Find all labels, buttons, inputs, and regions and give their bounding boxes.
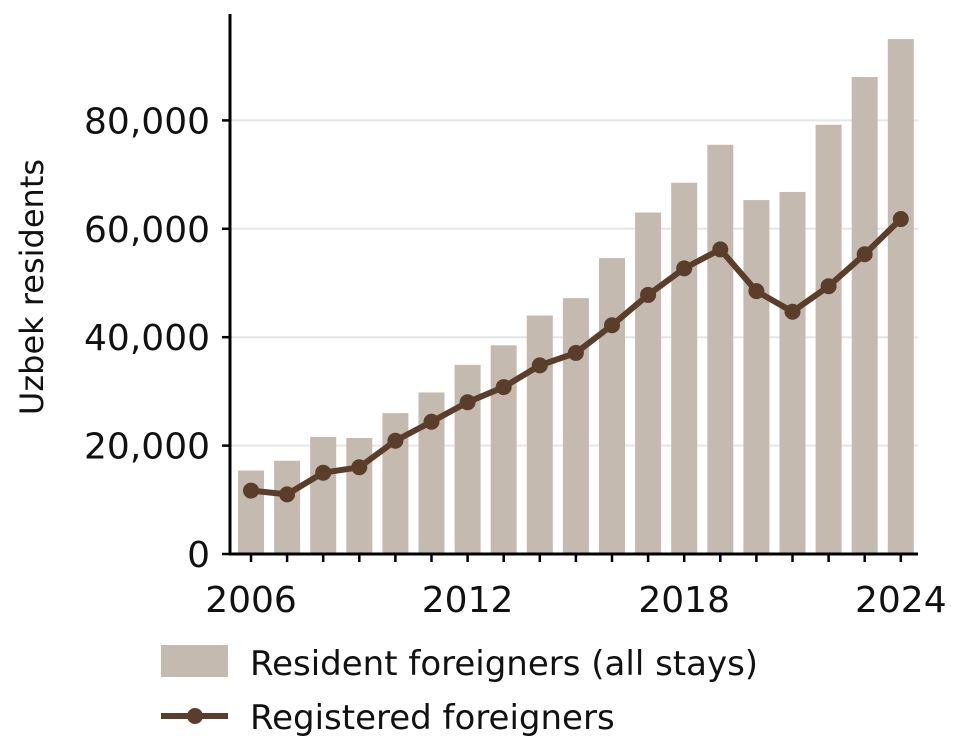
line-point-2021	[784, 303, 801, 320]
line-point-2019	[712, 241, 729, 258]
y-tick-label-20000: 20,000	[84, 427, 210, 468]
bar-2009	[346, 438, 373, 554]
bar-2017	[635, 212, 662, 555]
y-axis-ticks: 0 20,000 40,000 60,000 80,000	[84, 101, 230, 576]
y-tick-label-40000: 40,000	[84, 318, 210, 359]
bar-2020	[743, 200, 770, 554]
bar-2016	[599, 258, 625, 554]
legend-marker-registered-foreigners	[187, 708, 203, 724]
line-point-2014	[531, 357, 548, 374]
y-tick-label-60000: 60,000	[84, 210, 210, 251]
line-point-2011	[423, 413, 440, 430]
line-point-2020	[748, 283, 765, 300]
bar-2019	[707, 144, 734, 555]
bar-2024	[887, 39, 914, 555]
bar-2014	[526, 315, 553, 554]
line-point-2023	[856, 246, 873, 263]
axes	[228, 14, 918, 556]
bar-2008	[310, 436, 337, 554]
line-point-2015	[567, 344, 584, 361]
bar-series-resident-foreigners	[238, 39, 914, 555]
line-point-2013	[495, 379, 512, 396]
line-point-2008	[315, 464, 332, 481]
bar-2015	[562, 298, 589, 554]
bar-2022	[815, 124, 842, 555]
bar-2012	[454, 364, 481, 554]
line-point-2018	[676, 260, 693, 277]
y-tick-label-80000: 80,000	[84, 101, 210, 142]
legend-swatch-resident-foreigners	[161, 645, 228, 677]
line-point-2012	[459, 394, 476, 411]
line-point-2022	[820, 278, 837, 295]
y-tick-label-0: 0	[187, 535, 210, 576]
x-tick-label-2018: 2018	[638, 580, 730, 621]
line-point-2024	[892, 211, 909, 228]
x-tick-label-2006: 2006	[205, 580, 297, 621]
bar-2018	[671, 182, 698, 555]
bar-2021	[779, 191, 806, 554]
line-point-2016	[604, 317, 620, 334]
line-point-2007	[279, 486, 296, 503]
line-point-2010	[387, 432, 404, 449]
legend: Resident foreigners (all stays) Register…	[161, 644, 758, 738]
bar-2007	[274, 460, 301, 554]
legend-label-registered-foreigners: Registered foreigners	[250, 698, 615, 738]
legend-label-resident-foreigners: Resident foreigners (all stays)	[250, 644, 758, 684]
line-point-2006	[243, 482, 259, 499]
bar-2013	[490, 345, 517, 554]
x-tick-label-2012: 2012	[422, 580, 514, 621]
bar-2023	[851, 77, 878, 554]
x-tick-label-2024: 2024	[855, 580, 947, 621]
line-series-registered-foreigners	[243, 211, 909, 503]
x-axis-ticks: 2006 2012 2018 2024	[205, 554, 947, 621]
y-axis-label: Uzbek residents	[13, 159, 51, 415]
line-point-2017	[640, 286, 657, 303]
line-point-2009	[351, 459, 368, 476]
